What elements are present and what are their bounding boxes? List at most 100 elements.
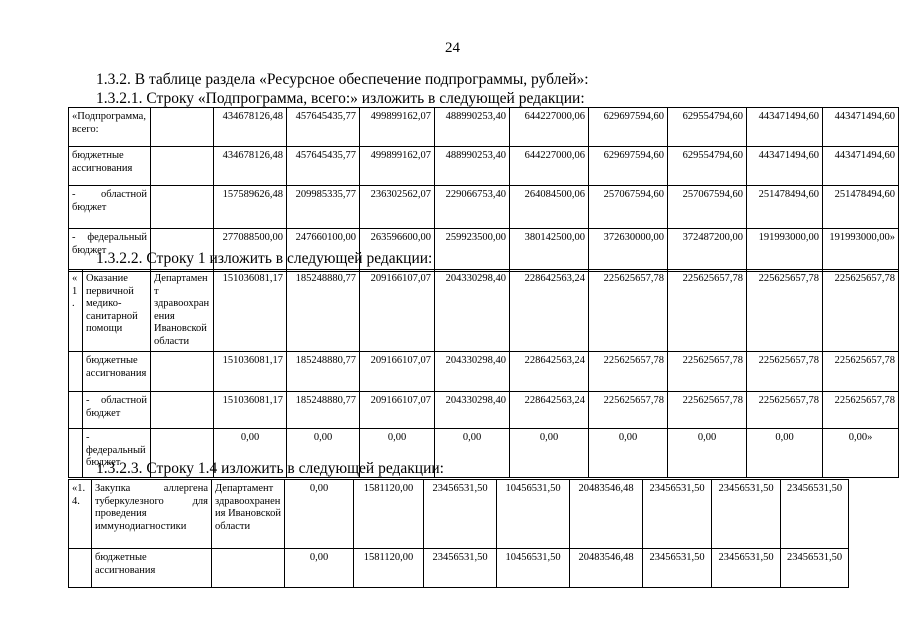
cell-value: 204330298,40 — [434, 391, 510, 429]
cell-value: 443471494,60 — [746, 146, 823, 186]
cell-value: 0,00 — [359, 428, 435, 478]
cell-value: 380142500,00 — [509, 228, 589, 272]
cell-value: 204330298,40 — [434, 269, 510, 352]
cell-value: 499899162,07 — [359, 146, 435, 186]
cell-value: 644227000,06 — [509, 107, 589, 147]
cell-value: 0,00» — [822, 428, 899, 478]
cell-value: 225625657,78 — [746, 391, 823, 429]
cell-value: 499899162,07 — [359, 107, 435, 147]
table-row: - федеральный бюджет 0,00 0,00 0,00 0,00… — [68, 428, 899, 478]
cell-value: 247660100,00 — [286, 228, 360, 272]
cell-value: 23456531,50 — [780, 479, 849, 549]
cell-value: 0,00 — [213, 428, 287, 478]
cell-value: 209166107,07 — [359, 269, 435, 352]
cell-value: 23456531,50 — [642, 479, 712, 549]
cell-value: 157589626,48 — [213, 185, 287, 229]
row-index — [68, 428, 83, 478]
cell-value: 629554794,60 — [667, 146, 747, 186]
row-label: бюджетные ассигнования — [91, 548, 212, 588]
cell-value: 225625657,78 — [667, 269, 747, 352]
row-executor: Департамент здравоохранения Ивановской о… — [150, 269, 214, 352]
table-row: «1.4. Закупка аллергена туберкулезного д… — [68, 479, 849, 549]
cell-value: 228642563,24 — [509, 269, 589, 352]
cell-value: 225625657,78 — [822, 351, 899, 392]
cell-value: 236302562,07 — [359, 185, 435, 229]
row-executor — [150, 107, 214, 147]
cell-value: 372487200,00 — [667, 228, 747, 272]
cell-value: 0,00 — [284, 548, 354, 588]
cell-value: 1581120,00 — [353, 548, 424, 588]
cell-value: 225625657,78 — [667, 351, 747, 392]
row-index — [68, 351, 83, 392]
cell-value: 443471494,60 — [746, 107, 823, 147]
cell-value: 23456531,50 — [642, 548, 712, 588]
cell-value: 264084500,06 — [509, 185, 589, 229]
row-label: - федеральный бюджет — [68, 228, 151, 272]
cell-value: 434678126,48 — [213, 146, 287, 186]
cell-value: 151036081,17 — [213, 351, 287, 392]
cell-value: 457645435,77 — [286, 107, 360, 147]
table-row: - областной бюджет 157589626,48 20998533… — [68, 185, 899, 229]
row-label: Закупка аллергена туберкулезного для про… — [91, 479, 212, 549]
cell-value: 209985335,77 — [286, 185, 360, 229]
table-subprogram-total: «Подпрограмма, всего: 434678126,48 45764… — [68, 107, 899, 272]
table-row-1-4-allergen-purchase: «1.4. Закупка аллергена туберкулезного д… — [68, 479, 849, 588]
cell-value: 225625657,78 — [667, 391, 747, 429]
row-executor — [150, 228, 214, 272]
cell-value: 251478494,60 — [746, 185, 823, 229]
table-row: бюджетные ассигнования 0,00 1581120,00 2… — [68, 548, 849, 588]
cell-value: 257067594,60 — [588, 185, 668, 229]
cell-value: 457645435,77 — [286, 146, 360, 186]
paragraph-1-3-2: 1.3.2. В таблице раздела «Ресурсное обес… — [96, 71, 589, 88]
row-label: - областной бюджет — [68, 185, 151, 229]
cell-value: 23456531,50 — [423, 548, 497, 588]
table-row: «1. Оказание первичной медико-санитарной… — [68, 269, 899, 352]
row-label: - федеральный бюджет — [82, 428, 151, 478]
cell-value: 0,00 — [284, 479, 354, 549]
row-label: бюджетные ассигнования — [82, 351, 151, 392]
cell-value: 488990253,40 — [434, 107, 510, 147]
row-executor — [150, 391, 214, 429]
cell-value: 644227000,06 — [509, 146, 589, 186]
cell-value: 23456531,50 — [711, 548, 781, 588]
row-label: Оказание первичной медико-санитарной пом… — [82, 269, 151, 352]
cell-value: 185248880,77 — [286, 269, 360, 352]
cell-value: 20483546,48 — [569, 548, 643, 588]
table-row: - областной бюджет 151036081,17 18524888… — [68, 391, 899, 429]
cell-value: 20483546,48 — [569, 479, 643, 549]
cell-value: 23456531,50 — [780, 548, 849, 588]
cell-value: 488990253,40 — [434, 146, 510, 186]
row-index — [68, 548, 92, 588]
page-number: 24 — [445, 40, 460, 56]
cell-value: 0,00 — [509, 428, 589, 478]
cell-value: 10456531,50 — [496, 548, 570, 588]
cell-value: 0,00 — [667, 428, 747, 478]
cell-value: 443471494,60 — [822, 107, 899, 147]
cell-value: 229066753,40 — [434, 185, 510, 229]
cell-value: 629697594,60 — [588, 107, 668, 147]
row-executor — [211, 548, 285, 588]
table-row: бюджетные ассигнования 434678126,48 4576… — [68, 146, 899, 186]
cell-value: 209166107,07 — [359, 391, 435, 429]
cell-value: 204330298,40 — [434, 351, 510, 392]
cell-value: 0,00 — [588, 428, 668, 478]
row-index: «1.4. — [68, 479, 92, 549]
cell-value: 251478494,60 — [822, 185, 899, 229]
cell-value: 0,00 — [746, 428, 823, 478]
row-label: «Подпрограмма, всего: — [68, 107, 151, 147]
row-index: «1. — [68, 269, 83, 352]
cell-value: 10456531,50 — [496, 479, 570, 549]
table-row: «Подпрограмма, всего: 434678126,48 45764… — [68, 107, 899, 147]
cell-value: 209166107,07 — [359, 351, 435, 392]
cell-value: 228642563,24 — [509, 351, 589, 392]
cell-value: 228642563,24 — [509, 391, 589, 429]
cell-value: 443471494,60 — [822, 146, 899, 186]
cell-value: 277088500,00 — [213, 228, 287, 272]
row-label: - областной бюджет — [82, 391, 151, 429]
row-executor — [150, 428, 214, 478]
table-row: бюджетные ассигнования 151036081,17 1852… — [68, 351, 899, 392]
cell-value: 257067594,60 — [667, 185, 747, 229]
cell-value: 259923500,00 — [434, 228, 510, 272]
cell-value: 0,00 — [434, 428, 510, 478]
